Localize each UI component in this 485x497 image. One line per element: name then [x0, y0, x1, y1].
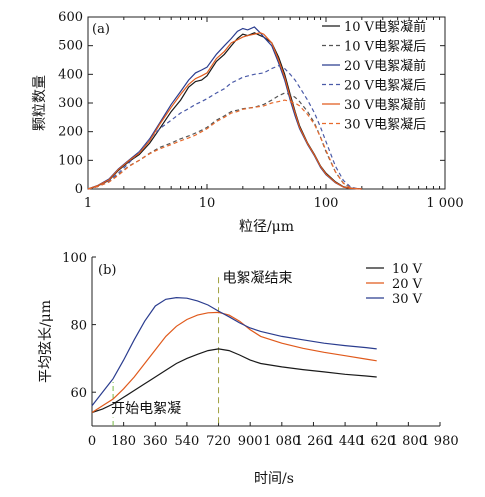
legend-label: 10 V电絮凝前 — [344, 19, 426, 35]
x-tick-label: 1 980 — [421, 434, 458, 449]
series-line — [91, 296, 377, 407]
legend-label: 10 V电絮凝后 — [344, 39, 426, 55]
x-tick-label: 900 — [238, 434, 263, 449]
x-tick-label: 1 000 — [426, 196, 463, 211]
x-axis-label: 粒径/μm — [239, 219, 294, 235]
x-tick-label: 720 — [206, 434, 231, 449]
series-line — [87, 32, 362, 190]
x-tick-label: 1 260 — [295, 434, 332, 449]
annotation-end: 电絮凝结束 — [223, 269, 293, 286]
x-tick-label: 180 — [111, 434, 136, 449]
series-line — [87, 32, 362, 190]
y-tick-label: 200 — [58, 125, 83, 140]
legend-label: 30 V电絮凝前 — [344, 97, 426, 113]
legend-label: 10 V — [392, 262, 423, 277]
y-tick-label: 400 — [58, 67, 83, 82]
x-tick-label: 1 440 — [326, 434, 363, 449]
y-tick-label: 100 — [58, 153, 83, 168]
legend-label: 20 V — [392, 277, 423, 292]
panel-label: (b) — [98, 263, 116, 278]
x-tick-label: 540 — [174, 434, 199, 449]
x-tick-label: 10 — [199, 196, 216, 211]
legend-label: 20 V电絮凝前 — [344, 58, 426, 74]
y-axis-label: 颗粒数量 — [32, 75, 48, 131]
legend-label: 30 V — [392, 292, 423, 307]
x-tick-label: 100 — [314, 196, 339, 211]
series-line — [87, 92, 362, 190]
x-tick-label: 1 080 — [263, 434, 300, 449]
series-line — [91, 348, 377, 414]
y-tick-label: 100 — [62, 251, 87, 266]
annotation-start: 开始电絮凝 — [111, 400, 181, 417]
y-tick-label: 600 — [58, 10, 83, 25]
panel-a-chart: 1 10 100 1 000 0 100 200 300 400 500 600 粒径/μm 颗粒数量 (… — [32, 10, 464, 235]
x-tick-label: 1 — [84, 196, 92, 211]
x-tick-label: 360 — [143, 434, 168, 449]
y-tick-label: 300 — [58, 96, 83, 111]
x-tick-label: 1 620 — [358, 434, 395, 449]
legend-label: 30 V电絮凝后 — [344, 117, 426, 133]
y-tick-label: 80 — [70, 319, 87, 334]
series-line — [87, 65, 362, 190]
y-tick-label: 60 — [70, 386, 87, 401]
x-tick-label: 1 800 — [390, 434, 427, 449]
legend-label: 20 V电絮凝后 — [344, 78, 426, 94]
x-tick-label: 0 — [88, 434, 96, 449]
panel-label: (a) — [92, 22, 110, 37]
y-tick-label: 500 — [58, 39, 83, 54]
y-tick-label: 0 — [75, 182, 83, 197]
series-line — [87, 99, 362, 190]
y-axis-label: 平均弦长/μm — [38, 300, 54, 383]
x-axis-label: 时间/s — [254, 471, 294, 487]
series-line — [91, 311, 377, 414]
